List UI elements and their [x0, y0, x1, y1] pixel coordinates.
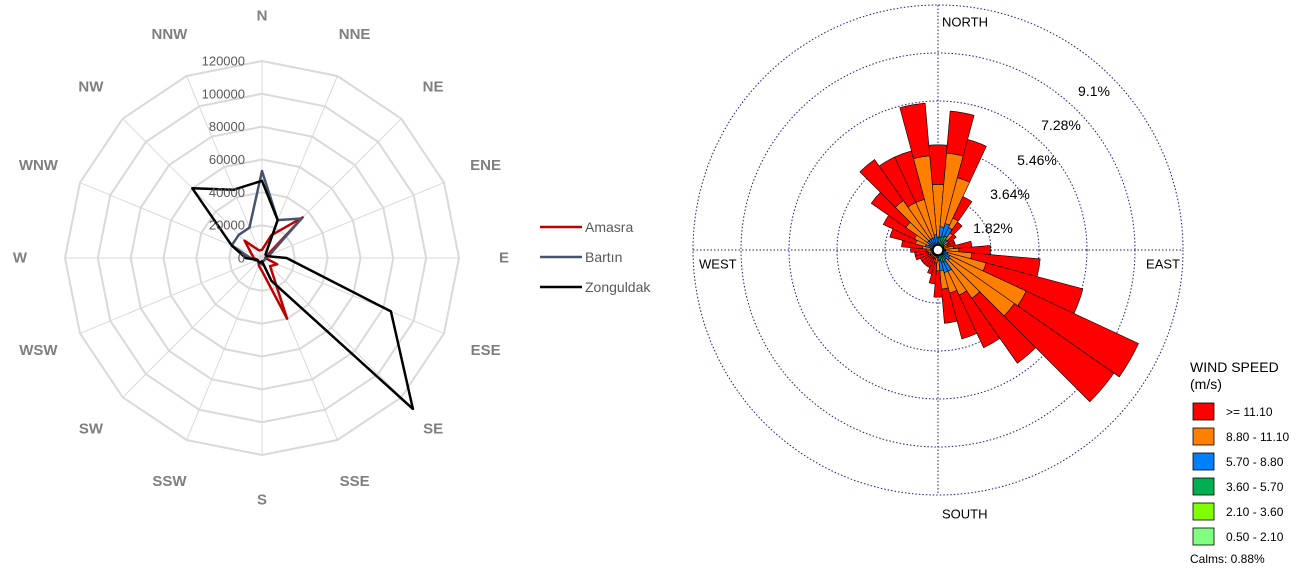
- wind-rose-ring: [692, 4, 1184, 496]
- wind-rose-legend-swatch: [1192, 402, 1215, 421]
- wind-rose-ring-label: 7.28%: [1041, 117, 1081, 133]
- wind-rose-compass-label: SOUTH: [942, 507, 988, 522]
- radar-direction-label: SSE: [340, 473, 370, 490]
- radar-tick-label: 120000: [202, 54, 245, 69]
- radar-grid-spoke: [261, 257, 402, 398]
- wind-rose-calms-label: Calms: 0.88%: [1190, 552, 1265, 566]
- wind-rose-legend-swatch: [1192, 527, 1215, 546]
- radar-direction-label: WSW: [19, 342, 58, 359]
- wind-rose-compass-label: WEST: [699, 257, 737, 272]
- radar-labels: N NNE NE ENE E ESE SE SSE S SSW SW WSW W WNW NW NNW 0 200…: [13, 8, 509, 509]
- radar-direction-label: NNE: [339, 26, 371, 43]
- wind-rose-legend-label: 5.70 - 8.80: [1226, 455, 1284, 469]
- wind-rose-legend-label: 3.60 - 5.70: [1226, 480, 1284, 494]
- radar-direction-label: ESE: [471, 342, 501, 359]
- radar-direction-label: WNW: [19, 157, 59, 174]
- radar-direction-label: ENE: [470, 157, 501, 174]
- radar-legend-label: Zonguldak: [585, 279, 651, 295]
- radar-direction-label: NNW: [151, 26, 188, 43]
- wind-rose-legend-unit: (m/s): [1190, 376, 1222, 392]
- wind-rose-legend-swatch: [1192, 427, 1215, 446]
- wind-rose-legend-title: WIND SPEED: [1190, 359, 1279, 375]
- radar-direction-label: NE: [423, 78, 444, 95]
- wind-rose-bars: [859, 102, 1139, 403]
- radar-grid-spoke: [261, 257, 445, 334]
- wind-rose-labels: 1.82% 3.64% 5.46% 7.28% 9.1% NORTH EAST SOUTH WE…: [699, 15, 1180, 522]
- radar-grid: [63, 59, 461, 457]
- wind-rose-compass-label: EAST: [1146, 257, 1180, 272]
- radar-direction-label: S: [257, 492, 267, 509]
- radar-direction-label: N: [257, 8, 268, 25]
- radar-tick-label: 80000: [209, 119, 245, 134]
- radar-direction-label: SW: [79, 421, 104, 438]
- radar-tick-label: 60000: [209, 152, 245, 167]
- radar-legend: Amasra Bartın Zonguldak: [540, 219, 651, 295]
- radar-series-line-zonguldak: [191, 179, 415, 411]
- radar-direction-label: E: [499, 250, 509, 267]
- wind-rose-legend: WIND SPEED(m/s) >= 11.10 8.80 - 11.10 5.70 …: [1190, 359, 1289, 566]
- wind-rose-ring-label: 3.64%: [990, 186, 1030, 202]
- radar-grid-spoke: [261, 257, 338, 441]
- radar-tick-label: 20000: [209, 218, 245, 233]
- wind-rose-calm-circle: [932, 244, 944, 256]
- wind-rose-legend-label: >= 11.10: [1226, 405, 1273, 419]
- radar-tick-label: 40000: [209, 185, 245, 200]
- radar-series-line-bartın: [230, 169, 303, 266]
- radar-series: [191, 169, 415, 411]
- wind-rose-bar-segment: [957, 139, 987, 183]
- radar-chart: N NNE NE ENE E ESE SE SSE S SSW SW WSW W WNW NW NNW 0 200…: [13, 8, 651, 509]
- radar-direction-label: SSW: [152, 473, 187, 490]
- wind-rose-bar-segment: [899, 102, 931, 159]
- wind-rose-ring-label: 9.1%: [1078, 83, 1110, 99]
- radar-direction-label: SE: [423, 421, 443, 438]
- radar-grid-spoke: [261, 182, 445, 259]
- wind-rose-legend-swatch: [1192, 502, 1215, 521]
- wind-rose-legend-label: 0.50 - 2.10: [1226, 530, 1284, 544]
- wind-rose-compass-label: NORTH: [942, 15, 988, 30]
- radar-grid-spoke: [186, 257, 263, 441]
- radar-tick-label: 100000: [202, 86, 245, 101]
- wind-rose-legend-swatch: [1192, 477, 1215, 496]
- wind-rose-ring: [836, 148, 1040, 352]
- radar-grid-spoke: [79, 257, 263, 334]
- wind-rose-legend-swatch: [1192, 452, 1215, 471]
- wind-rose-ring: [788, 100, 1088, 400]
- wind-rose-ring-label: 5.46%: [1017, 152, 1057, 168]
- wind-rose-ring-label: 1.82%: [973, 220, 1013, 236]
- wind-rose-chart: 1.82% 3.64% 5.46% 7.28% 9.1% NORTH EAST SOUTH WE…: [692, 4, 1289, 566]
- radar-legend-label: Amasra: [585, 219, 633, 235]
- radar-direction-label: NW: [78, 78, 104, 95]
- wind-rose-bar-segment: [952, 196, 973, 222]
- radar-direction-label: W: [13, 250, 28, 267]
- wind-rose-legend-label: 8.80 - 11.10: [1226, 430, 1289, 444]
- radar-grid-spoke: [122, 257, 263, 398]
- wind-rose-legend-label: 2.10 - 3.60: [1226, 505, 1284, 519]
- radar-legend-label: Bartın: [585, 249, 622, 265]
- radar-tick-label: 0: [238, 251, 245, 266]
